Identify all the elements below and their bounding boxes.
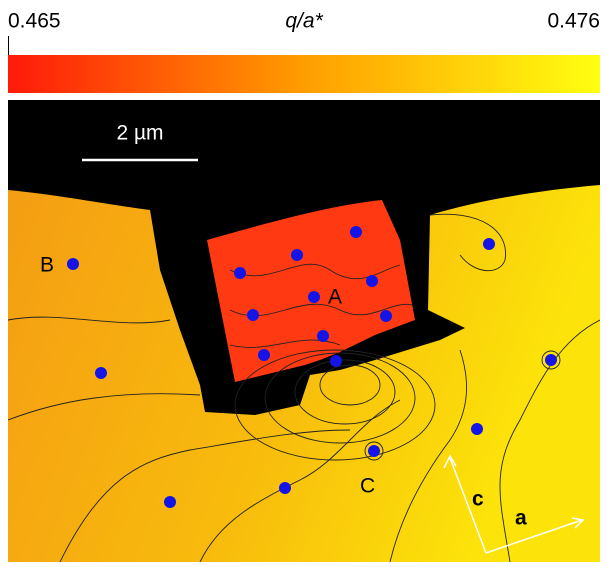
colorbar [8,55,600,93]
axis-a: a [515,507,527,530]
colorbar-min: 0.465 [8,10,61,33]
label-b: B [40,254,54,277]
label-a: A [328,286,342,309]
dots [67,226,557,508]
colorbar-max: 0.476 [547,10,600,33]
map [8,100,600,562]
label-c: C [360,475,375,498]
contours [8,213,600,562]
axis-c: c [472,488,484,511]
region-a [207,200,415,382]
scale-bar-label: 2 µm [116,122,163,145]
axes-arrows [443,454,585,554]
colorbar-label: q/a* [285,10,323,33]
